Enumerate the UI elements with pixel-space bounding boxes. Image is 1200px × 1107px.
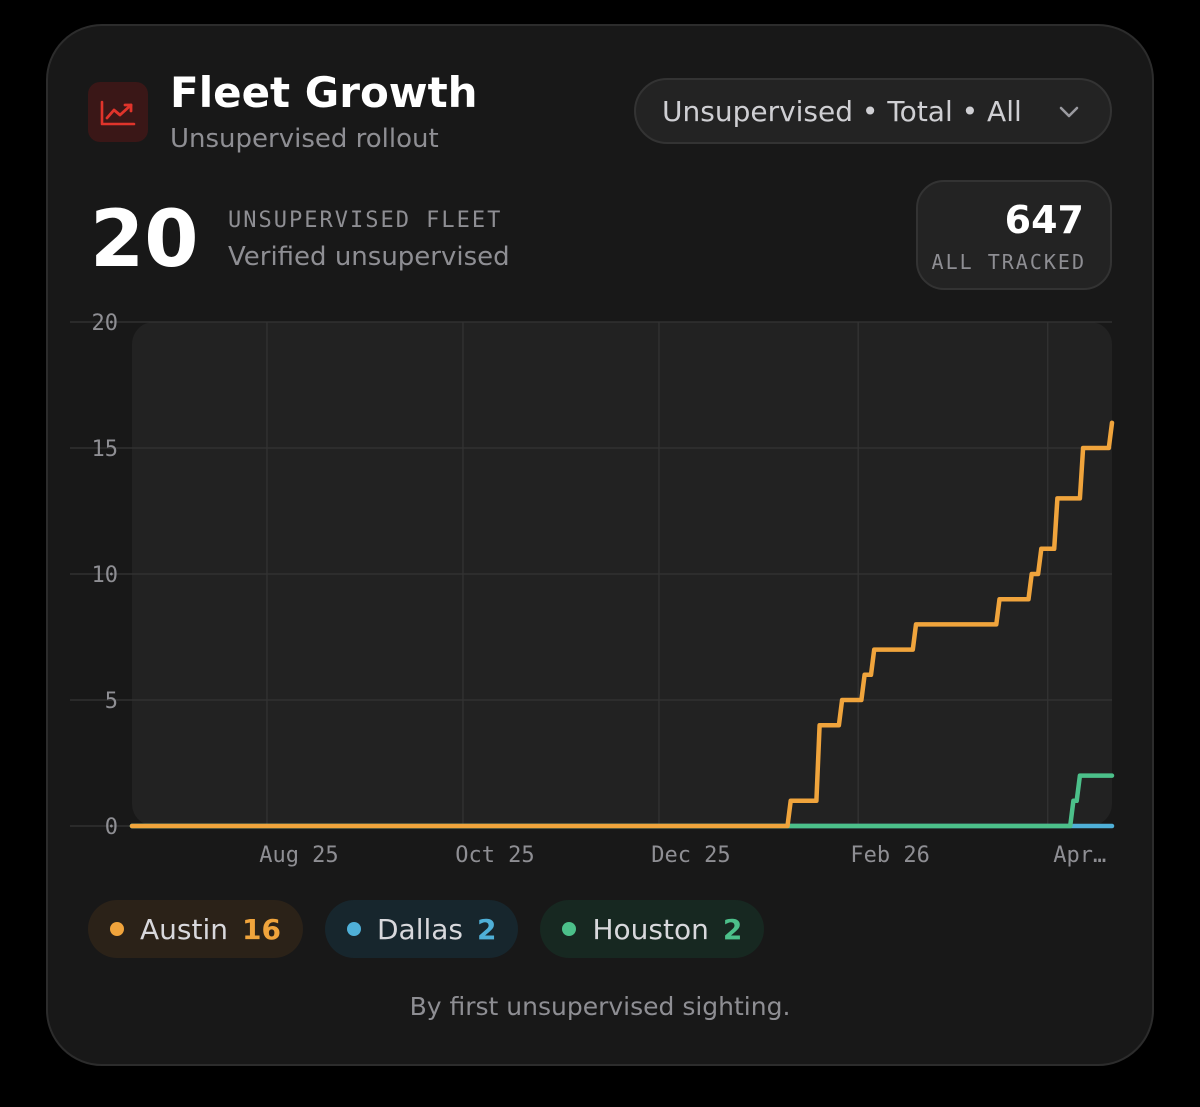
legend-item-austin[interactable]: Austin 16 xyxy=(88,900,303,958)
chart-legend: Austin 16 Dallas 2 Houston 2 xyxy=(88,900,765,958)
all-tracked-badge: 647 ALL TRACKED xyxy=(916,180,1112,290)
series-line-houston xyxy=(129,773,1115,829)
y-tick-label-10: 10 xyxy=(92,563,119,588)
y-tick-label-20: 20 xyxy=(92,311,119,336)
series-line-austin xyxy=(129,420,1115,829)
x-tick-label-1: Oct 25 xyxy=(455,843,534,868)
filter-selector[interactable]: Unsupervised • Total • All xyxy=(634,78,1112,144)
unsupervised-fleet-label: UNSUPERVISED FLEET xyxy=(228,208,503,233)
legend-name-dallas: Dallas xyxy=(376,912,463,946)
unsupervised-fleet-sublabel: Verified unsupervised xyxy=(228,242,510,272)
legend-dot-houston xyxy=(562,922,577,936)
legend-dot-dallas xyxy=(346,922,361,936)
chart-footnote: By first unsupervised sighting. xyxy=(409,992,791,1021)
y-tick-label-0: 0 xyxy=(105,815,118,840)
legend-count-austin: 16 xyxy=(242,912,281,946)
x-tick-label-2: Dec 25 xyxy=(651,843,730,868)
x-tick-label-4: Apr… xyxy=(1053,843,1106,868)
unsupervised-fleet-count: 20 xyxy=(90,195,199,285)
page-subtitle: Unsupervised rollout xyxy=(170,124,439,154)
y-tick-label-15: 15 xyxy=(92,437,119,462)
legend-name-houston: Houston xyxy=(592,912,709,946)
all-tracked-label: ALL TRACKED xyxy=(931,250,1086,274)
page-title: Fleet Growth xyxy=(170,68,478,117)
x-tick-label-0: Aug 25 xyxy=(259,843,338,868)
y-tick-label-5: 5 xyxy=(105,689,118,714)
fleet-growth-chart: 0 5 10 15 20 Aug 25 Oct 25 Dec 25 Feb 26 Apr… xyxy=(70,311,1115,868)
legend-count-dallas: 2 xyxy=(477,912,497,946)
legend-count-houston: 2 xyxy=(722,912,743,946)
legend-item-dallas[interactable]: Dallas 2 xyxy=(324,900,519,958)
legend-dot-austin xyxy=(110,922,124,936)
legend-name-austin: Austin xyxy=(140,912,228,946)
all-tracked-count: 647 xyxy=(1004,198,1084,242)
app-icon-tile xyxy=(88,82,148,142)
chart-line-up-icon xyxy=(100,100,136,126)
legend-item-houston[interactable]: Houston 2 xyxy=(540,900,765,958)
x-tick-label-3: Feb 26 xyxy=(850,843,929,868)
chevron-down-icon xyxy=(1059,106,1079,118)
filter-selector-label: Unsupervised • Total • All xyxy=(662,94,1022,128)
